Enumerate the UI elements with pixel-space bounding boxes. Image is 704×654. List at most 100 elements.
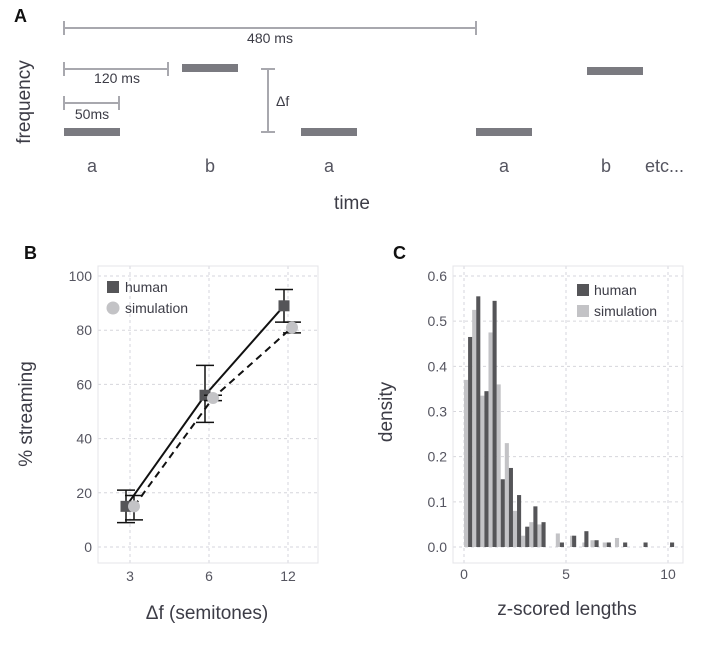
legend-swatch-human	[577, 284, 589, 296]
panel-c-xlabel: z-scored lengths	[497, 599, 636, 620]
panel-a-xlabel: time	[334, 193, 370, 214]
panel-c-bars	[464, 296, 675, 547]
histogram-bar-human	[508, 467, 513, 547]
histogram-bar-simulation	[555, 533, 560, 547]
histogram-bar-human	[670, 542, 675, 547]
legend-label-human: human	[125, 279, 168, 295]
panel-b-frame	[97, 265, 319, 564]
seq-label-b: b	[205, 156, 215, 176]
legend-swatch-human	[107, 281, 119, 293]
tone-sequence	[64, 64, 643, 136]
legend-label-human: human	[594, 282, 637, 298]
y-tick-label: 0.1	[428, 494, 448, 510]
data-point-simulation	[207, 391, 219, 404]
label-50ms: 50ms	[75, 106, 109, 122]
histogram-bar-human	[525, 526, 530, 547]
histogram-bar-simulation	[537, 524, 542, 547]
sequence-labels: a b a a b etc...	[87, 156, 684, 176]
histogram-bar-human	[484, 391, 489, 547]
histogram-bar-simulation	[602, 542, 607, 547]
legend-label-simulation: simulation	[125, 300, 188, 316]
y-tick-label: 80	[76, 322, 92, 338]
tone-b	[182, 64, 238, 72]
y-tick-label: 20	[76, 485, 92, 501]
histogram-bar-human	[623, 542, 628, 547]
legend-swatch-simulation	[106, 301, 120, 315]
y-tick-label: 0.0	[428, 539, 448, 555]
x-tick-label: 5	[562, 566, 570, 582]
seq-label-etc: etc...	[645, 156, 684, 176]
y-tick-label: 60	[76, 376, 92, 392]
histogram-bar-human	[606, 542, 611, 547]
panel-c-ylabel: density	[376, 381, 397, 442]
seq-label-a: a	[499, 156, 510, 176]
histogram-bar-human	[594, 540, 599, 547]
y-tick-label: 40	[76, 431, 92, 447]
histogram-bar-human	[476, 296, 481, 547]
legend-label-simulation: simulation	[594, 303, 657, 319]
histogram-bar-human	[572, 535, 577, 547]
bracket-120: 120 ms	[63, 62, 169, 86]
panel-c-grid	[453, 266, 683, 563]
seq-label-b: b	[601, 156, 611, 176]
histogram-bar-human	[584, 531, 589, 547]
histogram-bar-simulation	[590, 540, 595, 547]
y-tick-label: 100	[69, 268, 93, 284]
histogram-bar-human	[468, 336, 473, 547]
tone-a	[301, 128, 357, 136]
histogram-bar-simulation	[472, 309, 477, 547]
y-tick-label: 0.3	[428, 404, 448, 420]
panel-b-marks	[117, 288, 301, 524]
tone-a	[476, 128, 532, 136]
y-tick-label: 0.2	[428, 449, 448, 465]
tone-a	[64, 128, 120, 136]
panel-b: B 0 20 40 60 80 100 3 6 12 % streaming Δf (semi…	[16, 243, 319, 624]
panel-c-label: C	[393, 243, 406, 263]
panel-c-legend: human simulation	[577, 282, 657, 319]
data-point-simulation	[128, 500, 140, 513]
panel-c-frame	[452, 265, 684, 564]
legend-swatch-simulation	[577, 305, 589, 317]
histogram-bar-human	[559, 542, 564, 547]
panel-a-ylabel: frequency	[14, 60, 35, 144]
histogram-bar-simulation	[480, 395, 485, 547]
panel-b-legend: human simulation	[106, 279, 188, 316]
histogram-bar-human	[492, 300, 497, 547]
histogram-bar-human	[500, 479, 505, 547]
histogram-bar-simulation	[488, 332, 493, 547]
x-tick-label: 6	[205, 568, 213, 584]
histogram-bar-simulation	[464, 379, 469, 547]
panel-c-y-ticks: 0.0 0.1 0.2 0.3 0.4 0.5 0.6	[428, 268, 448, 555]
histogram-bar-simulation	[512, 510, 518, 547]
histogram-bar-simulation	[496, 384, 501, 547]
histogram-bar-simulation	[529, 522, 534, 547]
histogram-bar-human	[517, 495, 522, 547]
x-tick-label: 12	[280, 568, 296, 584]
x-tick-label: 0	[460, 566, 468, 582]
y-tick-label: 0.5	[428, 313, 448, 329]
bracket-480: 480 ms	[63, 21, 477, 46]
data-point-human	[278, 300, 290, 312]
histogram-bar-human	[533, 506, 538, 547]
seq-label-a: a	[87, 156, 98, 176]
seq-label-a: a	[324, 156, 335, 176]
histogram-bar-human	[643, 542, 648, 547]
histogram-bar-simulation	[614, 537, 620, 547]
histogram-bar-simulation	[521, 535, 526, 547]
panel-b-ylabel: % streaming	[16, 361, 37, 467]
y-tick-label: 0	[84, 539, 92, 555]
panel-b-x-ticks: 3 6 12	[126, 568, 296, 584]
x-tick-label: 10	[660, 566, 676, 582]
y-tick-label: 0.6	[428, 268, 448, 284]
label-480ms: 480 ms	[247, 30, 293, 46]
data-point-human	[120, 500, 132, 512]
label-delta-f: Δf	[276, 93, 289, 109]
label-120ms: 120 ms	[94, 70, 140, 86]
bracket-50: 50ms	[63, 96, 120, 122]
series-line-simulation	[133, 326, 293, 507]
x-tick-label: 3	[126, 568, 134, 584]
data-point-simulation	[286, 321, 298, 334]
panel-b-xlabel: Δf (semitones)	[146, 603, 269, 624]
y-tick-label: 0.4	[428, 358, 448, 374]
